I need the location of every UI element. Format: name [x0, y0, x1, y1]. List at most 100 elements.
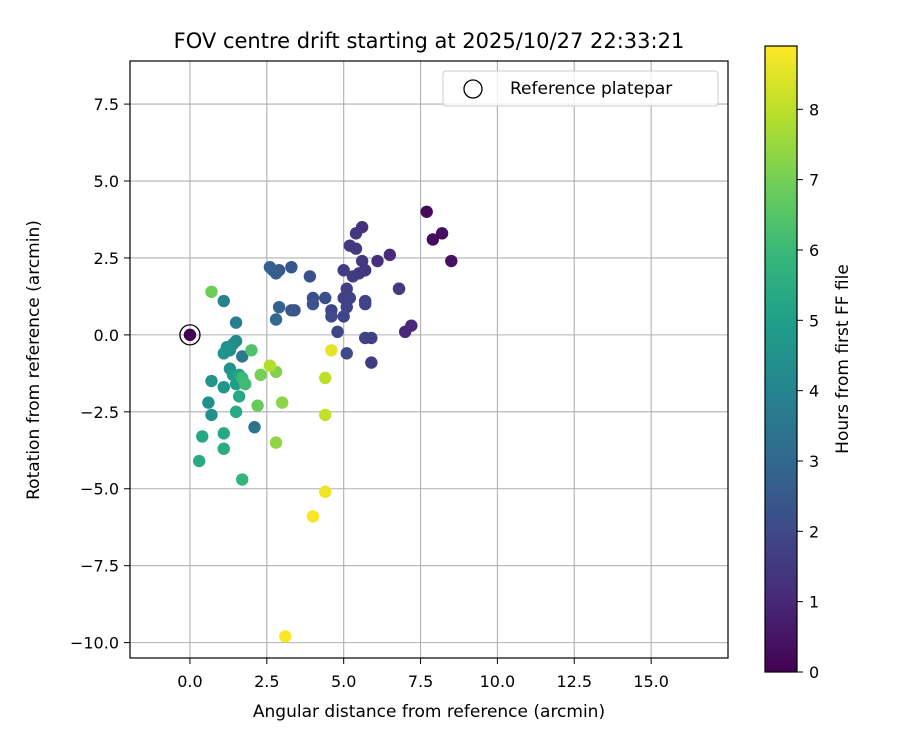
y-tick-label: 5.0	[94, 172, 119, 191]
data-point	[319, 408, 332, 422]
data-point	[202, 396, 215, 409]
data-point	[319, 371, 332, 385]
chart-title: FOV centre drift starting at 2025/10/27 …	[174, 29, 685, 53]
data-point	[248, 421, 261, 434]
data-point	[349, 227, 363, 240]
y-axis-label: Rotation from reference (arcmin)	[24, 220, 44, 500]
data-point	[279, 630, 292, 643]
data-point	[325, 344, 338, 357]
data-point	[331, 325, 344, 339]
data-point	[196, 430, 209, 443]
colorbar-tick-label: 8	[809, 100, 819, 119]
data-point	[217, 347, 230, 360]
data-point	[272, 300, 286, 314]
data-point	[359, 297, 372, 311]
data-point	[217, 442, 230, 455]
x-tick-label: 0.0	[177, 672, 202, 691]
data-point	[205, 285, 218, 298]
data-point	[205, 374, 218, 388]
x-axis-label: Angular distance from reference (arcmin)	[253, 702, 605, 722]
data-point	[205, 408, 218, 422]
y-tick-label: 2.5	[94, 249, 119, 268]
legend: Reference platepar	[442, 70, 719, 107]
reference-platepar-marker	[179, 324, 201, 346]
data-point	[319, 485, 332, 499]
data-point	[340, 347, 353, 360]
data-point	[269, 313, 283, 326]
colorbar-gradient	[764, 45, 798, 673]
data-point	[251, 399, 264, 412]
x-tick-label: 2.5	[254, 672, 279, 691]
x-axis-ticks: 0.0 2.5 5.0 7.5 10.0 12.5 15.0	[177, 658, 669, 691]
x-tick-label: 10.0	[480, 672, 516, 691]
x-tick-label: 7.5	[408, 672, 433, 691]
data-point	[392, 282, 406, 295]
data-point	[217, 380, 230, 394]
data-point	[426, 233, 440, 246]
data-point	[263, 260, 277, 274]
data-point	[405, 319, 418, 332]
y-tick-label: −7.5	[80, 557, 119, 576]
data-point	[285, 304, 298, 317]
data-point	[192, 454, 206, 468]
x-tick-label: 15.0	[633, 672, 669, 691]
data-point	[352, 267, 366, 280]
data-point	[306, 510, 320, 523]
data-point	[236, 350, 249, 363]
colorbar-tick-label: 5	[809, 311, 819, 330]
data-point	[239, 377, 252, 391]
data-point	[269, 436, 283, 449]
plot-frame	[129, 60, 729, 659]
colorbar-tick-label: 2	[809, 522, 819, 541]
data-point	[229, 405, 243, 419]
colorbar-tick-label: 6	[809, 241, 819, 260]
data-point	[303, 270, 317, 283]
data-point	[435, 227, 449, 240]
data-point	[183, 328, 197, 342]
data-point	[254, 368, 267, 382]
data-point	[217, 294, 230, 308]
data-point	[325, 310, 338, 323]
y-tick-label: −10.0	[70, 634, 119, 653]
data-points	[179, 205, 458, 643]
colorbar-tick-label: 7	[809, 171, 819, 190]
y-tick-label: 7.5	[94, 95, 119, 114]
data-point	[306, 297, 320, 311]
data-point	[365, 356, 378, 369]
data-point	[236, 473, 249, 486]
data-point	[245, 344, 258, 357]
data-point	[232, 390, 246, 403]
data-point	[337, 310, 350, 323]
data-point	[365, 331, 378, 345]
data-point	[371, 254, 384, 268]
data-point	[275, 396, 289, 409]
y-tick-label: −5.0	[80, 480, 119, 499]
colorbar-tick-label: 1	[809, 593, 819, 612]
data-point	[285, 260, 298, 274]
x-tick-label: 12.5	[556, 672, 592, 691]
data-point	[229, 316, 243, 329]
data-point	[355, 254, 369, 268]
data-point	[217, 427, 230, 440]
data-point	[420, 205, 433, 218]
legend-label: Reference platepar	[510, 79, 672, 99]
data-point	[263, 359, 277, 372]
legend-box	[442, 70, 719, 107]
colorbar-tick-label: 0	[809, 663, 819, 682]
x-tick-label: 5.0	[331, 672, 356, 691]
y-axis-ticks: 7.5 5.0 2.5 0.0 −2.5 −5.0 −7.5 −10.0	[70, 95, 130, 653]
colorbar-label: Hours from first FF file	[833, 264, 853, 454]
colorbar-tick-label: 3	[809, 452, 819, 471]
data-point	[349, 242, 363, 255]
data-point	[319, 291, 332, 305]
colorbar: 0 1 2 3 4 5 6 7 8 Hours from first FF file	[764, 45, 853, 682]
data-point	[383, 248, 396, 262]
data-point	[445, 254, 458, 268]
legend-marker-icon	[463, 79, 483, 99]
y-tick-label: 0.0	[94, 326, 119, 345]
colorbar-tick-label: 4	[809, 382, 819, 401]
data-point	[337, 264, 350, 277]
colorbar-ticks: 0 1 2 3 4 5 6 7 8	[797, 100, 819, 682]
grid	[130, 61, 728, 658]
